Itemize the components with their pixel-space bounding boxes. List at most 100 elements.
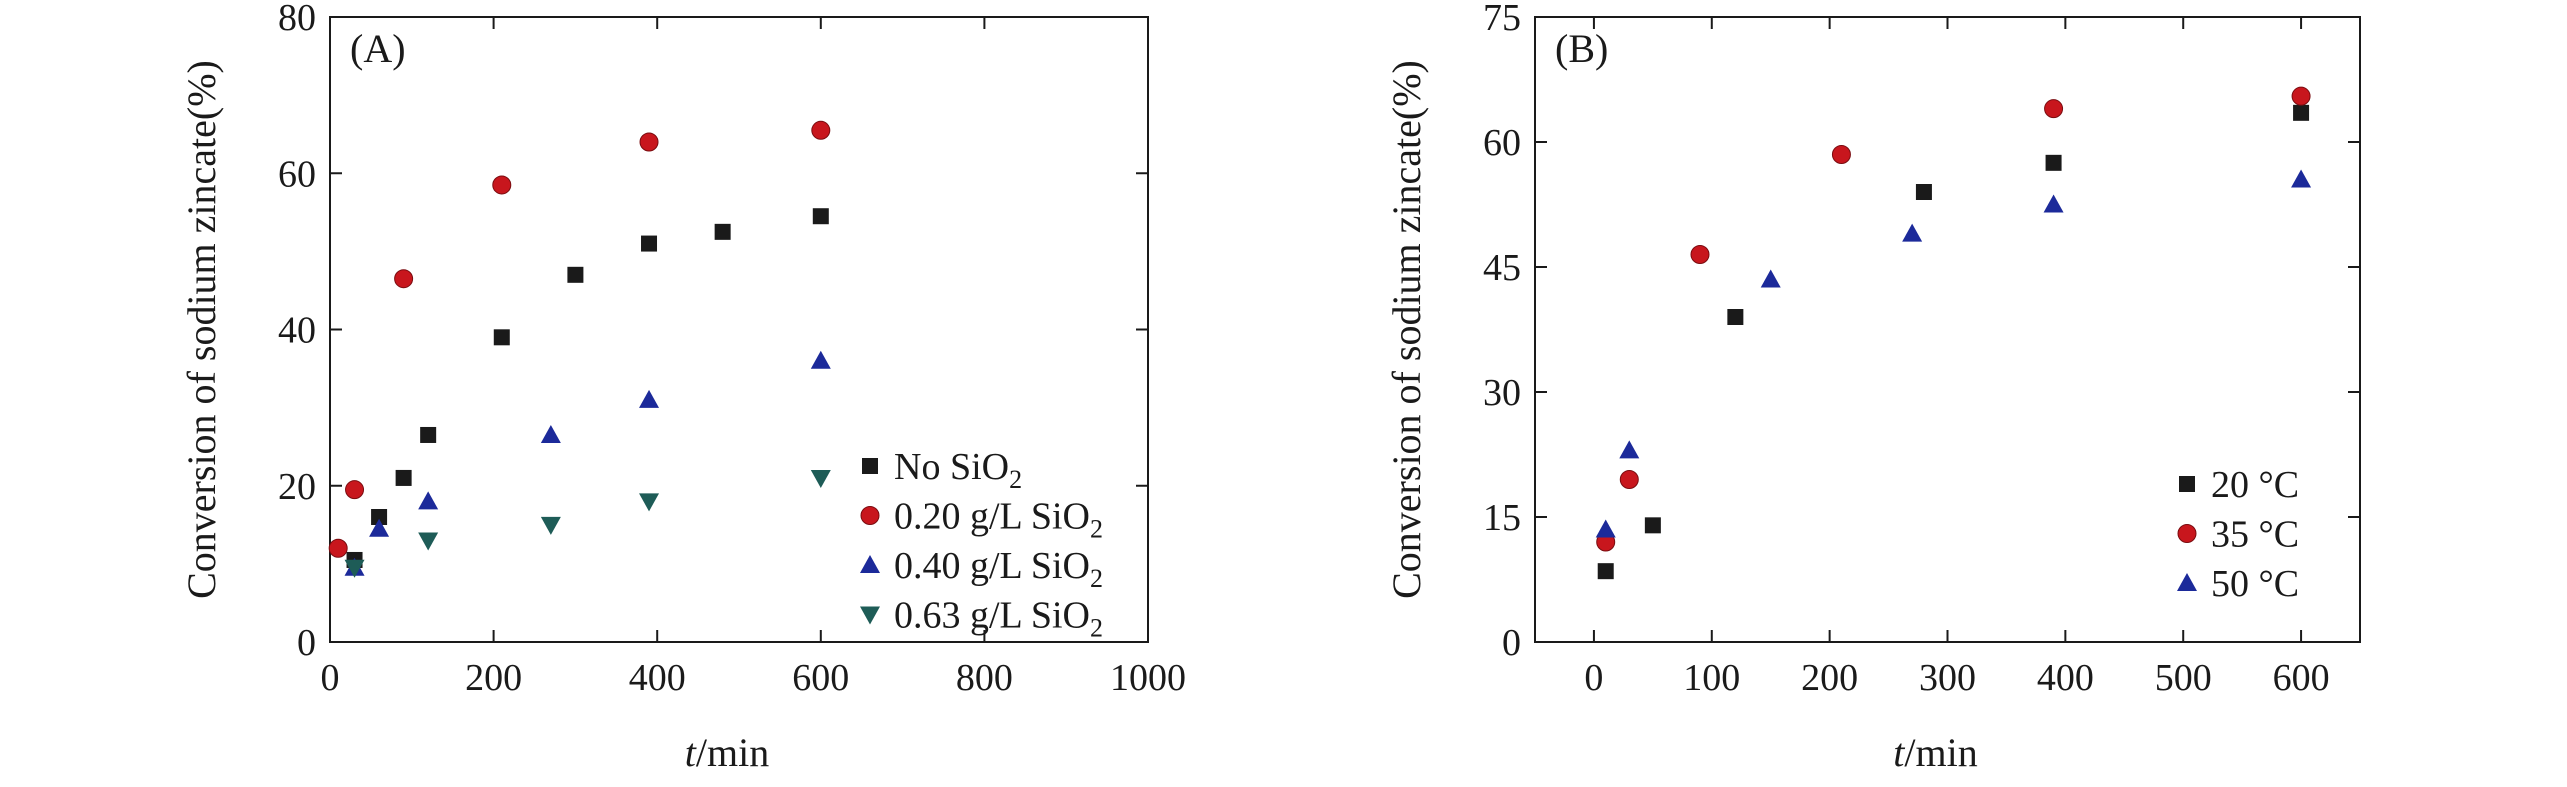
data-point	[810, 469, 831, 488]
legend-label: 35 °C	[2211, 514, 2299, 556]
series-0	[346, 208, 829, 568]
x-axis-title-unit: /min	[696, 730, 769, 775]
y-axis-title: Conversion of sodium zincate(%)	[1384, 60, 1429, 599]
series-3	[344, 469, 831, 578]
legend-label: 0.63 g/L SiO2	[894, 595, 1103, 643]
y-tick-label: 30	[1483, 372, 1521, 414]
y-tick-label: 80	[278, 0, 316, 39]
data-point	[345, 480, 365, 500]
y-tick-label: 40	[278, 310, 316, 352]
panel-label: (A)	[350, 26, 406, 71]
series-2	[1595, 169, 2312, 538]
data-point	[344, 559, 365, 578]
x-tick-label: 200	[1801, 657, 1858, 699]
data-point	[369, 518, 390, 537]
legend: 20 °C 35 °C 50 °C	[2177, 464, 2299, 605]
x-tick-label: 300	[1919, 657, 1976, 699]
data-point	[2293, 104, 2310, 121]
data-point	[811, 120, 831, 140]
data-point	[2291, 86, 2311, 106]
x-tick-label: 500	[2155, 657, 2212, 699]
data-point	[1619, 470, 1639, 489]
data-point	[2044, 99, 2064, 119]
data-point	[1760, 269, 1781, 288]
series-1	[1596, 86, 2311, 552]
legend-marker	[2177, 524, 2197, 543]
y-tick-label: 60	[1483, 122, 1521, 164]
data-point	[639, 389, 660, 408]
data-point	[2291, 169, 2312, 188]
legend-label-sub: 2	[1009, 465, 1022, 494]
legend-label: 0.40 g/L SiO2	[894, 545, 1103, 593]
chart-panel-a: 0 200 400 600 800 1000 0 20 40 60 80 (A) Conversion …	[179, 0, 1186, 775]
legend-label: 0.20 g/L SiO2	[894, 496, 1103, 544]
data-point	[328, 538, 348, 558]
x-tick-label: 400	[2037, 657, 2094, 699]
data-point	[812, 208, 829, 225]
data-point	[1915, 184, 1932, 200]
y-tick-label: 0	[297, 622, 316, 664]
x-tick-label: 1000	[1110, 657, 1186, 699]
panel-label: (B)	[1555, 26, 1608, 71]
data-point	[1902, 223, 1923, 242]
chart-panel-b: 0 100 200 300 400 500 600 0 15 30 45 60 75 (B) Convers…	[1384, 0, 2361, 775]
legend-label-main: 0.63 g/L SiO	[894, 595, 1090, 637]
legend-marker	[860, 506, 880, 525]
x-axis-title-unit: /min	[1904, 730, 1977, 775]
x-axis-title-var: t	[685, 730, 697, 775]
data-point	[418, 491, 439, 510]
legend-marker	[2179, 476, 2195, 492]
data-point	[2043, 194, 2064, 213]
data-point	[540, 516, 561, 535]
x-tick-label: 600	[2273, 657, 2330, 699]
legend-label-main: 0.40 g/L SiO	[894, 545, 1090, 587]
y-tick-label: 60	[278, 153, 316, 195]
x-tick-label: 800	[956, 657, 1013, 699]
data-point	[492, 175, 512, 195]
data-point	[810, 350, 831, 369]
data-point	[1690, 245, 1710, 264]
data-point	[1595, 519, 1616, 538]
data-point	[371, 509, 388, 525]
y-tick-label: 0	[1502, 622, 1521, 664]
series-0	[1597, 104, 2310, 580]
data-point	[418, 532, 439, 551]
x-tick-label: 100	[1683, 657, 1740, 699]
legend-marker	[862, 458, 878, 474]
x-axis-title-var: t	[1893, 730, 1905, 775]
data-point	[420, 426, 437, 443]
data-point	[639, 132, 659, 152]
legend-label-main: 50 °C	[2211, 563, 2299, 605]
data-point	[2045, 154, 2062, 171]
x-tick-label: 600	[792, 657, 849, 699]
series-2	[344, 350, 831, 576]
series-1	[328, 120, 831, 558]
legend-marker	[860, 555, 880, 573]
x-tick-label: 0	[321, 657, 340, 699]
legend-marker	[2177, 573, 2197, 591]
legend-label-main: 20 °C	[2211, 464, 2299, 506]
legend-label-main: 35 °C	[2211, 514, 2299, 556]
legend-label-sub: 2	[1090, 614, 1103, 643]
x-tick-label: 400	[629, 657, 686, 699]
data-point	[639, 493, 660, 512]
legend-label-sub: 2	[1090, 515, 1103, 544]
data-point	[641, 235, 658, 252]
legend-label: 50 °C	[2211, 563, 2299, 605]
data-point	[1619, 440, 1640, 459]
data-point	[714, 223, 731, 240]
y-tick-label: 20	[278, 466, 316, 508]
legend-label-main: 0.20 g/L SiO	[894, 496, 1090, 538]
y-tick-label: 45	[1483, 247, 1521, 289]
data-point	[1727, 309, 1744, 325]
data-point	[395, 469, 412, 486]
data-point	[540, 424, 561, 443]
data-point	[1831, 145, 1851, 164]
x-axis-title: t/min	[685, 730, 769, 775]
y-tick-label: 15	[1483, 497, 1521, 539]
legend-label-sub: 2	[1090, 564, 1103, 593]
data-point	[1644, 517, 1661, 534]
data-point	[1597, 563, 1614, 580]
